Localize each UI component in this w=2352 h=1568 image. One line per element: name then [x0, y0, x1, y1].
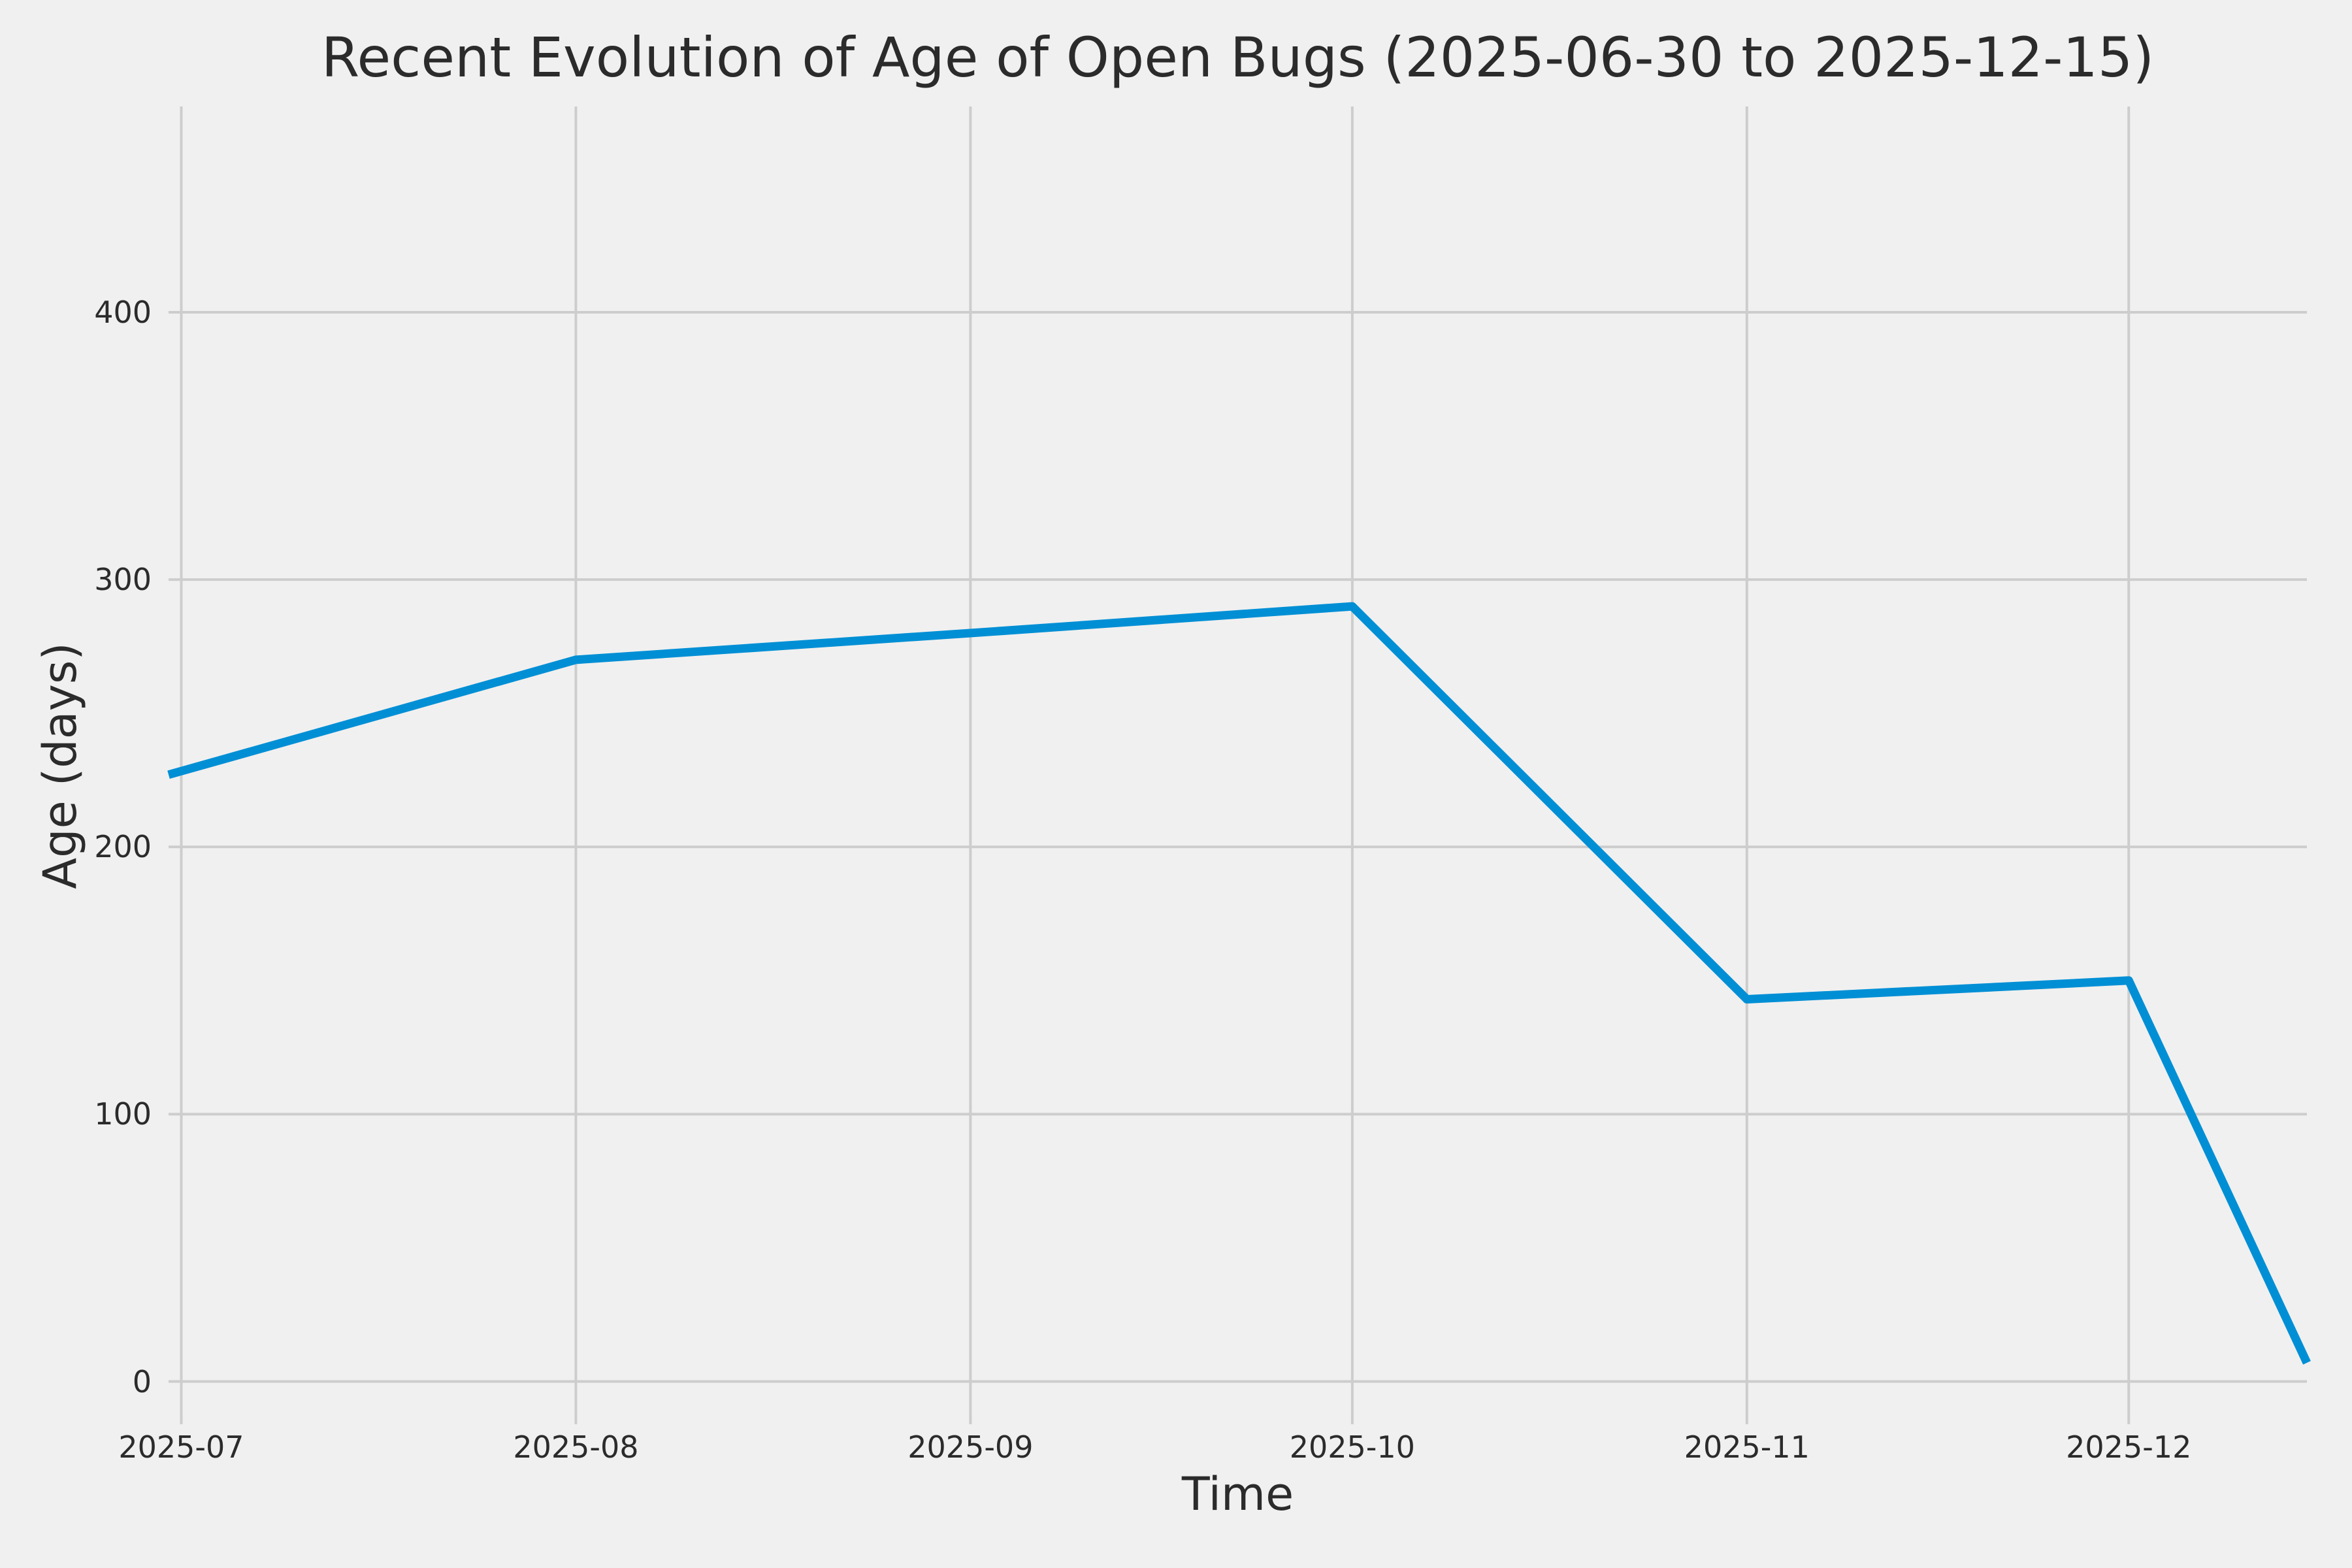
y-tick-label: 400 [94, 295, 152, 331]
data-line-age-of-open-bugs [167, 602, 2311, 1365]
x-axis-label: Time [1181, 1467, 1294, 1521]
gridlines [169, 106, 2307, 1424]
x-tick-label: 2025-12 [2066, 1429, 2192, 1465]
y-tick-label: 100 [94, 1096, 152, 1132]
y-tick-label: 200 [94, 829, 152, 865]
data-series [167, 602, 2311, 1365]
y-tick-label: 0 [132, 1364, 152, 1399]
chart-title: Recent Evolution of Age of Open Bugs (20… [321, 25, 2155, 90]
x-tick-label: 2025-10 [1289, 1429, 1415, 1465]
y-axis-label: Age (days) [33, 642, 87, 889]
x-tick-label: 2025-09 [907, 1429, 1034, 1465]
x-tick-label: 2025-08 [513, 1429, 639, 1465]
x-tick-label: 2025-11 [1684, 1429, 1810, 1465]
x-tick-label: 2025-07 [118, 1429, 244, 1465]
y-tick-label: 300 [94, 562, 152, 598]
